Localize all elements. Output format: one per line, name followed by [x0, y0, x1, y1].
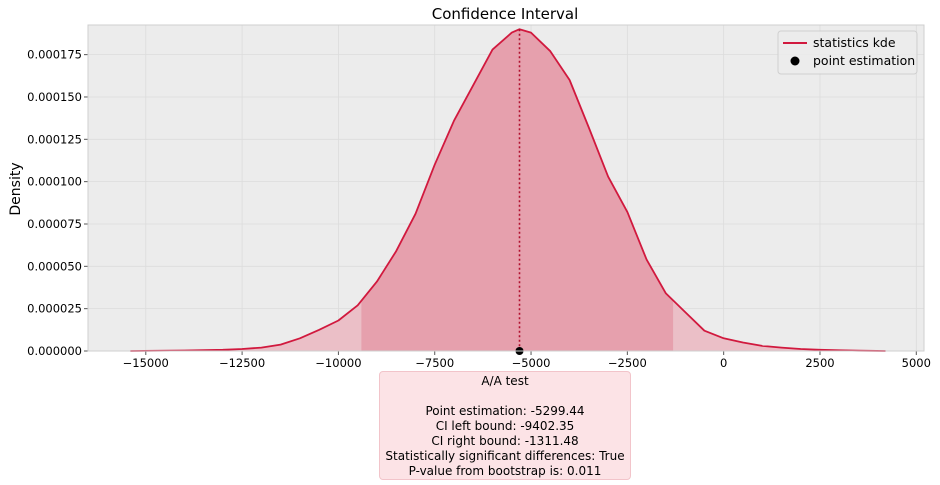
legend-label-kde: statistics kde	[813, 35, 896, 50]
kde-line	[130, 28, 886, 352]
x-tick-label: −15000	[123, 356, 169, 370]
ci-area-fill	[361, 29, 674, 351]
annotation-title: A/A test	[481, 374, 529, 388]
x-tick-label: −5000	[512, 356, 551, 370]
annotation-line: Statistically significant differences: T…	[385, 449, 625, 463]
y-tick-label: 0.000150	[27, 90, 82, 104]
x-tick-label: 0	[720, 356, 727, 370]
y-axis-label: Density	[8, 162, 24, 215]
annotation-line: Point estimation: -5299.44	[425, 404, 585, 418]
legend-marker-swatch	[790, 56, 800, 66]
y-tick-label: 0.000075	[27, 217, 82, 231]
plot-frame	[87, 24, 925, 352]
y-tick-label: 0.000025	[27, 302, 82, 316]
y-tick-label: 0.000050	[27, 259, 82, 273]
annotation-box: A/A test Point estimation: -5299.44 CI l…	[379, 371, 631, 480]
x-tick-label: 5000	[902, 356, 931, 370]
y-tick-label: 0.000000	[27, 344, 82, 358]
x-tick-label: 2500	[805, 356, 834, 370]
legend: statistics kde point estimation	[777, 30, 918, 75]
legend-label-point: point estimation	[813, 53, 915, 68]
y-tick-label: 0.000175	[27, 48, 82, 62]
x-tick-label: −2500	[608, 356, 647, 370]
x-tick-label: −10000	[315, 356, 361, 370]
y-tick-label: 0.000100	[27, 175, 82, 189]
annotation-line: CI right bound: -1311.48	[431, 434, 579, 448]
x-tick-label: −7500	[415, 356, 454, 370]
axes: −15000 −12500 −10000 −7500 −5000 −2500 0 2500 50…	[27, 24, 931, 370]
x-tick-label: −12500	[219, 356, 265, 370]
annotation-line: P-value from bootstrap is: 0.011	[408, 464, 602, 478]
chart-title: Confidence Interval	[432, 5, 579, 23]
annotation-line: CI left bound: -9402.35	[435, 419, 575, 433]
y-tick-label: 0.000125	[27, 132, 82, 146]
